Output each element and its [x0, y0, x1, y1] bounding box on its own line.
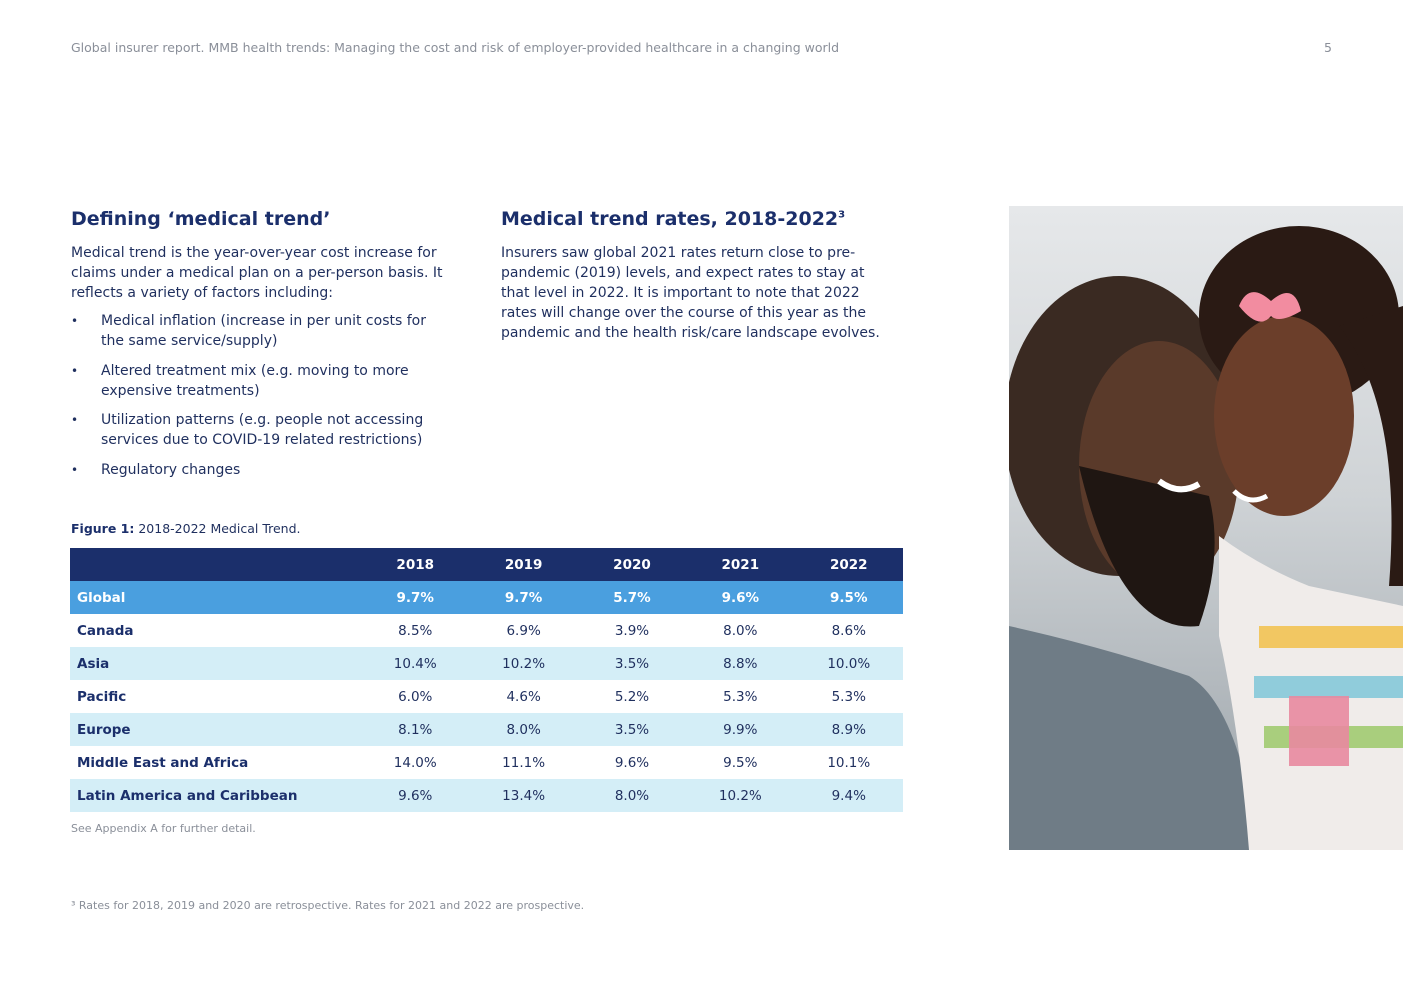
list-item-text: Utilization patterns (e.g. people not ac… — [101, 412, 424, 448]
table-note: See Appendix A for further detail. — [71, 822, 256, 835]
table-cell: 8.0% — [506, 721, 541, 738]
defining-medical-trend-section: Defining ‘medical trend’ Medical trend i… — [71, 206, 451, 489]
bullet-icon: • — [71, 314, 79, 328]
table-cell: 10.0% — [827, 655, 871, 672]
list-item-text: Altered treatment mix (e.g. moving to mo… — [101, 362, 409, 399]
column-header: 2018 — [396, 556, 434, 573]
section-title-text: Medical trend rates, 2018-2022 — [501, 208, 839, 230]
column-header: 2022 — [829, 556, 868, 573]
table-cell: 9.6% — [721, 589, 760, 606]
footnote: ³ Rates for 2018, 2019 and 2020 are retr… — [71, 899, 585, 912]
table-cell: 11.1% — [502, 754, 546, 771]
section-intro: Medical trend is the year-over-year cost… — [71, 245, 443, 301]
table-cell: 13.4% — [502, 787, 546, 804]
table-cell: 8.9% — [831, 721, 866, 738]
table-cell: 10.4% — [393, 655, 437, 672]
table-cell: 3.5% — [614, 721, 650, 738]
table-cell: 8.0% — [614, 787, 650, 804]
table-row: Europe 8.1% 8.0% 3.5% 9.9% 8.9% — [70, 713, 903, 746]
bullet-icon: • — [71, 363, 79, 378]
table-cell: 9.5% — [830, 589, 868, 606]
figure-caption: Figure 1: 2018-2022 Medical Trend. — [71, 521, 301, 536]
column-header: 2020 — [613, 556, 651, 573]
bullet-icon: • — [71, 462, 79, 477]
footnote-marker: 3 — [838, 209, 846, 221]
table-cell: 8.5% — [398, 622, 433, 639]
list-item: • Medical inflation (increase in per unit… — [71, 311, 451, 351]
table-row: Asia 10.4% 10.2% 3.5% 8.8% 10.0% — [70, 647, 903, 680]
list-item: • Altered treatment mix (e.g. moving to m… — [71, 361, 451, 401]
table-cell: 4.6% — [506, 688, 541, 705]
table-cell: 8.8% — [723, 655, 758, 672]
list-item-text: Regulatory changes — [101, 461, 241, 478]
table-cell: 3.5% — [614, 655, 650, 672]
table-cell: 9.7% — [396, 589, 434, 606]
table-cell: 9.6% — [614, 754, 650, 771]
table-cell: 9.5% — [723, 754, 758, 771]
table-cell: 9.9% — [723, 721, 758, 738]
factor-list: • Medical inflation (increase in per unit… — [71, 311, 451, 480]
table-cell: 8.0% — [723, 622, 758, 639]
region-label: Canada — [77, 622, 134, 639]
list-item-text: Medical inflation (increase in per unit … — [101, 313, 426, 349]
region-label: Middle East and Africa — [77, 754, 249, 771]
section-title: Defining ‘medical trend’ — [71, 208, 331, 230]
list-item: • Regulatory changes — [71, 460, 451, 480]
table-row: Global 9.7% 9.7% 5.7% 9.6% 9.5% — [70, 581, 903, 614]
table-row: Latin America and Caribbean 9.6% 13.4% 8… — [70, 779, 903, 812]
table-cell: 8.6% — [831, 622, 866, 639]
table-cell: 9.6% — [398, 787, 433, 804]
section-body: Insurers saw global 2021 rates return cl… — [501, 245, 880, 341]
region-label: Europe — [77, 721, 131, 738]
header-corner — [70, 548, 361, 581]
bullet-icon: • — [71, 413, 79, 427]
region-label: Latin America and Caribbean — [77, 787, 298, 804]
table-cell: 5.3% — [723, 688, 758, 705]
list-item: • Utilization patterns (e.g. people not a… — [71, 410, 451, 450]
photo-illustration — [1009, 206, 1403, 850]
region-label: Pacific — [77, 688, 127, 705]
table-cell: 5.7% — [613, 589, 651, 606]
table-cell: 6.0% — [398, 688, 433, 705]
figure-label: Figure 1: — [71, 521, 135, 536]
page-number: 5 — [1324, 40, 1332, 55]
medical-trend-table: 2018 2019 2020 2021 2022 Global 9.7% 9.7… — [70, 548, 903, 812]
table-cell: 5.3% — [831, 688, 866, 705]
table-row: Canada 8.5% 6.9% 3.9% 8.0% 8.6% — [70, 614, 903, 647]
column-header: 2019 — [504, 556, 543, 573]
table-cell: 9.7% — [504, 589, 543, 606]
table-row: Pacific 6.0% 4.6% 5.2% 5.3% 5.3% — [70, 680, 903, 713]
column-header: 2021 — [721, 556, 760, 573]
table-cell: 5.2% — [614, 688, 650, 705]
table-header-row: 2018 2019 2020 2021 2022 — [70, 548, 903, 581]
figure-caption-text: 2018-2022 Medical Trend. — [134, 521, 301, 536]
trend-rates-section: Medical trend rates, 2018-20223 Insurers… — [501, 206, 896, 343]
table-cell: 3.9% — [614, 622, 650, 639]
table-row: Middle East and Africa 14.0% 11.1% 9.6% … — [70, 746, 903, 779]
table-cell: 9.4% — [831, 787, 866, 804]
table-cell: 10.2% — [718, 787, 762, 804]
table-cell: 8.1% — [398, 721, 433, 738]
table-cell: 14.0% — [393, 754, 437, 771]
table-cell: 10.1% — [827, 754, 871, 771]
region-label: Asia — [77, 655, 110, 672]
region-label: Global — [77, 589, 126, 606]
table-cell: 6.9% — [506, 622, 541, 639]
section-title: Medical trend rates, 2018-20223 — [501, 206, 896, 232]
table-cell: 10.2% — [502, 655, 546, 672]
father-daughter-photo — [1009, 206, 1403, 850]
running-header: Global insurer report. MMB health trends… — [71, 40, 840, 55]
